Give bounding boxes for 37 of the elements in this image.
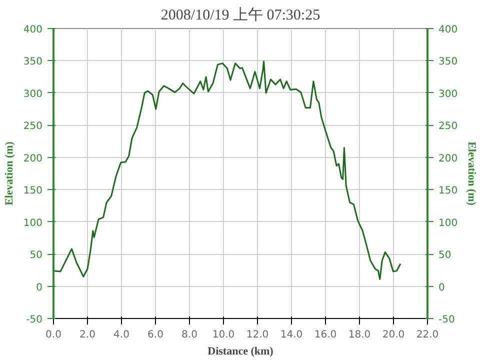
y-tick-label: 100 xyxy=(23,218,43,229)
y-tick-label: 0 xyxy=(36,282,43,294)
x-tick-label: 14.0 xyxy=(280,330,303,340)
x-tick-label: 16.0 xyxy=(314,330,337,340)
y2-tick-label: -50 xyxy=(438,314,455,326)
y2-tick-label: 200 xyxy=(438,153,458,164)
x-tick-label: 20.0 xyxy=(382,330,405,340)
x-tick-label: 6.0 xyxy=(148,330,164,340)
line-series xyxy=(54,60,402,280)
y2-tick-label: 400 xyxy=(438,24,458,36)
y-tick-label: 50 xyxy=(30,250,43,262)
x-tick-label: 10.0 xyxy=(212,330,235,340)
x-tick-label: 8.0 xyxy=(182,330,198,340)
x-tick-label: 18.0 xyxy=(348,330,371,340)
y-tick-label: -50 xyxy=(26,314,43,326)
y2-tick-label: 150 xyxy=(438,186,458,197)
chart-title: 2008/10/19 上午 07:30:25 xyxy=(160,6,320,24)
y2-tick-label: 50 xyxy=(438,250,452,262)
y2-axis-title: Elevation (m) xyxy=(466,142,478,206)
y2-tick-label: 0 xyxy=(438,282,445,294)
y-axis-title: Elevation (m) xyxy=(3,141,16,206)
y-tick-label: 400 xyxy=(23,24,43,36)
y2-tick-label: 100 xyxy=(438,218,458,229)
y-tick-label: 250 xyxy=(23,121,43,132)
x-tick-label: 22.0 xyxy=(416,330,439,340)
x-axis-title: Distance (km) xyxy=(208,346,274,358)
y-tick-label: 200 xyxy=(23,153,43,164)
x-tick-label: 12.0 xyxy=(246,330,269,340)
y-tick-label: 300 xyxy=(23,88,43,100)
y2-tick-label: 300 xyxy=(438,88,458,100)
y2-tick-label: 250 xyxy=(438,121,458,132)
x-tick-label: 4.0 xyxy=(114,330,130,340)
y2-tick-label: 350 xyxy=(438,56,458,68)
x-tick-label: 2.0 xyxy=(80,330,96,340)
y-tick-label: 350 xyxy=(23,56,43,68)
x-tick-label: 0.0 xyxy=(46,330,62,340)
y-tick-label: 150 xyxy=(23,186,43,197)
